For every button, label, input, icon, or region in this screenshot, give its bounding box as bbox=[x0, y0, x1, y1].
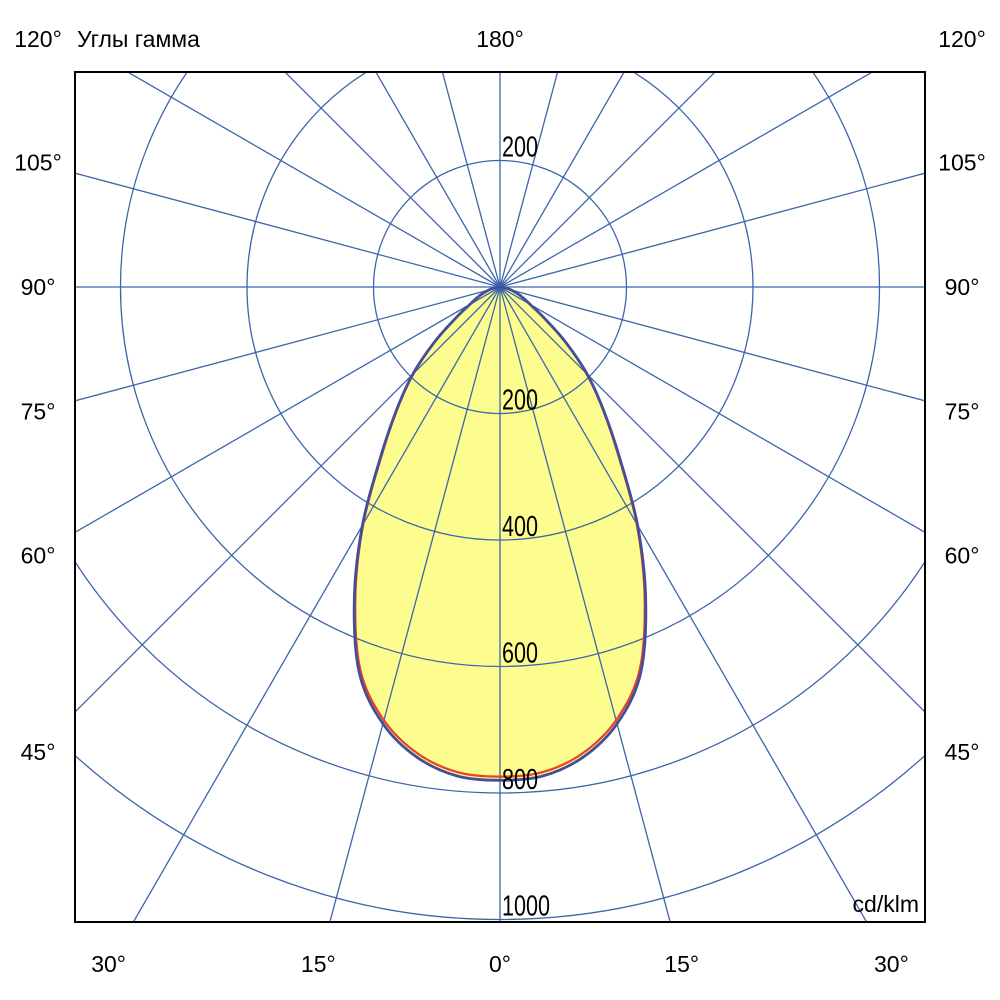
gamma-angle-label-bottom-0: 0° bbox=[489, 951, 511, 977]
radial-tick-label: 200 bbox=[502, 132, 538, 164]
radial-tick-label: 600 bbox=[502, 638, 538, 670]
grid-ray bbox=[128, 73, 501, 288]
grid-ray bbox=[76, 286, 501, 402]
gamma-angle-label-right-60: 60° bbox=[945, 543, 980, 569]
gamma-angle-label-right-75: 75° bbox=[945, 399, 980, 425]
gamma-angle-label-left-60: 60° bbox=[21, 543, 56, 569]
grid-ray bbox=[499, 286, 671, 921]
grid-ray bbox=[499, 73, 559, 288]
grid-ray bbox=[76, 286, 501, 533]
gamma-angle-label-left-105: 105° bbox=[14, 149, 62, 175]
grid-ray bbox=[499, 73, 872, 288]
grid-ray bbox=[499, 286, 867, 921]
gamma-angle-label-bottom--30: 30° bbox=[91, 951, 126, 977]
gamma-angle-label-right-105: 105° bbox=[938, 149, 986, 175]
grid-ray bbox=[133, 286, 501, 921]
chart-title: Углы гамма bbox=[77, 26, 200, 52]
radial-tick-label: 400 bbox=[502, 511, 538, 543]
grid-ray bbox=[441, 73, 501, 288]
grid-ray bbox=[499, 286, 924, 402]
unit-label: cd/klm bbox=[853, 891, 919, 917]
grid-ray bbox=[375, 73, 501, 288]
grid-ray bbox=[285, 73, 501, 288]
radial-tick-label: 200 bbox=[502, 385, 538, 417]
gamma-angle-label-bottom--15: 15° bbox=[301, 951, 336, 977]
grid-ray bbox=[499, 73, 715, 288]
corner-angle-label-left: 120° bbox=[14, 26, 62, 52]
radial-tick-label: 800 bbox=[502, 764, 538, 796]
gamma-angle-label-bottom-30: 30° bbox=[874, 951, 909, 977]
grid-ray bbox=[499, 172, 924, 288]
grid-ray bbox=[329, 286, 501, 921]
intensity-curve-c0-c180 bbox=[352, 285, 648, 782]
grid-ray bbox=[499, 286, 924, 712]
top-angle-label: 180° bbox=[476, 26, 524, 52]
grid-ray bbox=[499, 286, 924, 533]
gamma-angle-label-left-90: 90° bbox=[21, 274, 56, 300]
gamma-angle-label-right-45: 45° bbox=[945, 739, 980, 765]
gamma-angle-label-left-45: 45° bbox=[21, 739, 56, 765]
radial-tick-label: 1000 bbox=[502, 891, 550, 923]
outer-angle-labels: 105° 105° 90° 90° 75° 75° 60° 60° 45° 45° 30° 15° 0°… bbox=[14, 149, 986, 977]
corner-angle-label-right: 120° bbox=[938, 26, 986, 52]
gamma-angle-label-left-75: 75° bbox=[21, 399, 56, 425]
gamma-angle-label-right-90: 90° bbox=[945, 274, 980, 300]
plot-border bbox=[74, 71, 926, 923]
grid-ray bbox=[499, 73, 625, 288]
grid-ray bbox=[76, 286, 501, 712]
grid-ray bbox=[76, 172, 501, 288]
gamma-angle-label-bottom-15: 15° bbox=[664, 951, 699, 977]
